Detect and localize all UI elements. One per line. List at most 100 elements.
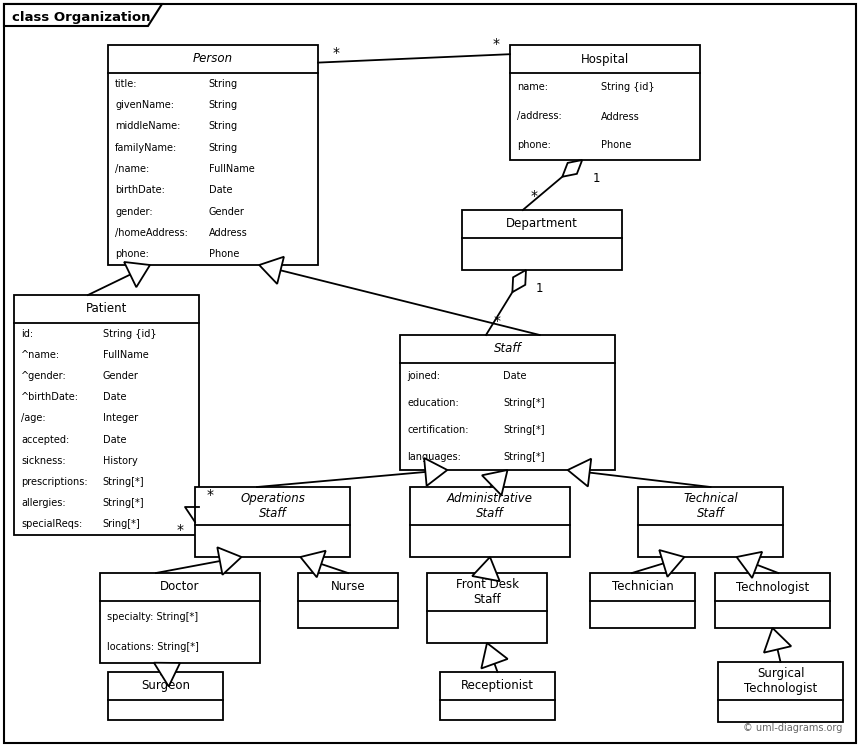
Text: Technical
Staff: Technical Staff bbox=[683, 492, 738, 520]
Text: /age:: /age: bbox=[21, 413, 46, 424]
Text: title:: title: bbox=[115, 78, 138, 89]
Text: String[*]: String[*] bbox=[503, 425, 545, 435]
Text: Surgeon: Surgeon bbox=[141, 680, 190, 692]
Text: Staff: Staff bbox=[494, 343, 521, 356]
Text: *: * bbox=[207, 488, 214, 502]
Text: phone:: phone: bbox=[115, 249, 149, 259]
Polygon shape bbox=[562, 160, 582, 177]
Text: sickness:: sickness: bbox=[21, 456, 65, 466]
Text: Administrative
Staff: Administrative Staff bbox=[447, 492, 533, 520]
Text: Integer: Integer bbox=[103, 413, 138, 424]
Text: *: * bbox=[494, 314, 501, 328]
Bar bbox=[638, 487, 783, 557]
Text: phone:: phone: bbox=[517, 140, 551, 150]
Text: Nurse: Nurse bbox=[331, 580, 366, 594]
Text: givenName:: givenName: bbox=[115, 100, 174, 110]
Text: String[*]: String[*] bbox=[503, 398, 545, 408]
Text: prescriptions:: prescriptions: bbox=[21, 477, 88, 487]
Polygon shape bbox=[660, 550, 685, 577]
Text: Front Desk
Staff: Front Desk Staff bbox=[456, 577, 519, 607]
Text: name:: name: bbox=[517, 82, 548, 93]
Text: Doctor: Doctor bbox=[160, 580, 200, 594]
Text: Patient: Patient bbox=[86, 303, 127, 315]
Text: ^name:: ^name: bbox=[21, 350, 60, 360]
Text: Sring[*]: Sring[*] bbox=[103, 519, 140, 530]
Polygon shape bbox=[737, 552, 762, 578]
Text: 1: 1 bbox=[536, 282, 544, 295]
Text: Phone: Phone bbox=[209, 249, 239, 259]
Polygon shape bbox=[218, 548, 242, 574]
Text: specialty: String[*]: specialty: String[*] bbox=[107, 612, 198, 622]
Bar bbox=[510, 45, 700, 160]
Text: Date: Date bbox=[209, 185, 232, 195]
Text: 1: 1 bbox=[593, 172, 599, 185]
Polygon shape bbox=[154, 663, 180, 686]
Bar bbox=[108, 672, 223, 720]
Text: Person: Person bbox=[193, 52, 233, 66]
Text: Surgical
Technologist: Surgical Technologist bbox=[744, 667, 817, 695]
Text: FullName: FullName bbox=[209, 164, 255, 174]
Text: gender:: gender: bbox=[115, 207, 152, 217]
Text: birthDate:: birthDate: bbox=[115, 185, 165, 195]
Bar bbox=[462, 210, 622, 270]
Text: Phone: Phone bbox=[601, 140, 631, 150]
Polygon shape bbox=[482, 643, 507, 669]
Text: allergies:: allergies: bbox=[21, 498, 65, 508]
Bar bbox=[14, 295, 199, 535]
Polygon shape bbox=[424, 458, 447, 486]
Text: familyName:: familyName: bbox=[115, 143, 177, 152]
Text: String: String bbox=[209, 143, 238, 152]
Polygon shape bbox=[482, 470, 507, 495]
Text: String[*]: String[*] bbox=[103, 477, 144, 487]
Text: /homeAddress:: /homeAddress: bbox=[115, 228, 187, 238]
Bar bbox=[718, 662, 843, 722]
Text: © uml-diagrams.org: © uml-diagrams.org bbox=[743, 723, 842, 733]
Text: Operations
Staff: Operations Staff bbox=[240, 492, 305, 520]
Bar bbox=[400, 335, 615, 470]
Polygon shape bbox=[4, 4, 162, 26]
Text: ^birthDate:: ^birthDate: bbox=[21, 392, 79, 402]
Text: joined:: joined: bbox=[407, 371, 440, 382]
Text: Hospital: Hospital bbox=[580, 52, 630, 66]
Bar bbox=[195, 487, 350, 557]
Text: certification:: certification: bbox=[407, 425, 469, 435]
Text: Receptionist: Receptionist bbox=[461, 680, 534, 692]
Text: String: String bbox=[209, 100, 238, 110]
Text: Department: Department bbox=[506, 217, 578, 231]
Text: /address:: /address: bbox=[517, 111, 562, 122]
Text: Gender: Gender bbox=[209, 207, 245, 217]
Text: *: * bbox=[493, 37, 500, 52]
Text: Address: Address bbox=[601, 111, 640, 122]
Text: Date: Date bbox=[103, 392, 126, 402]
Text: Date: Date bbox=[503, 371, 526, 382]
Bar bbox=[440, 672, 555, 720]
Text: ^gender:: ^gender: bbox=[21, 371, 67, 381]
Text: String[*]: String[*] bbox=[503, 452, 545, 462]
Text: Technologist: Technologist bbox=[736, 580, 809, 594]
Bar bbox=[298, 573, 398, 628]
Text: *: * bbox=[177, 523, 184, 537]
Polygon shape bbox=[472, 557, 500, 581]
Text: FullName: FullName bbox=[103, 350, 149, 360]
Bar bbox=[427, 573, 547, 643]
Bar bbox=[100, 573, 260, 663]
Bar bbox=[590, 573, 695, 628]
Text: specialReqs:: specialReqs: bbox=[21, 519, 83, 530]
Text: middleName:: middleName: bbox=[115, 121, 181, 131]
Text: education:: education: bbox=[407, 398, 458, 408]
Polygon shape bbox=[568, 459, 591, 486]
Text: String: String bbox=[209, 78, 238, 89]
Text: String[*]: String[*] bbox=[103, 498, 144, 508]
Text: Technician: Technician bbox=[611, 580, 673, 594]
Text: class Organization: class Organization bbox=[12, 11, 150, 25]
Text: *: * bbox=[531, 189, 538, 203]
Text: locations: String[*]: locations: String[*] bbox=[107, 642, 199, 652]
Bar bbox=[410, 487, 570, 557]
Text: String {id}: String {id} bbox=[103, 329, 157, 338]
Text: Gender: Gender bbox=[103, 371, 138, 381]
Text: id:: id: bbox=[21, 329, 34, 338]
Polygon shape bbox=[259, 257, 284, 284]
Polygon shape bbox=[764, 628, 791, 653]
Text: *: * bbox=[333, 46, 340, 60]
Text: String {id}: String {id} bbox=[601, 82, 654, 93]
